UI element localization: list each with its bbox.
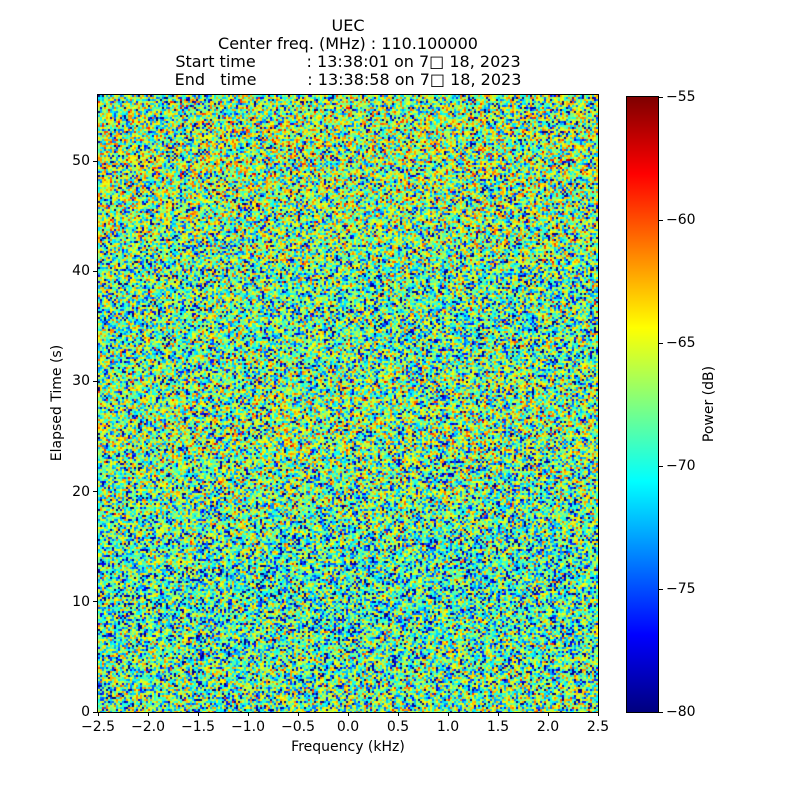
y-tick-mark — [93, 601, 97, 603]
x-tick-mark — [447, 712, 449, 716]
x-tick-label: 0.5 — [386, 719, 410, 735]
y-tick-mark — [93, 160, 97, 162]
colorbar-gradient — [627, 97, 658, 712]
y-tick-label: 30 — [72, 373, 90, 390]
x-tick-mark — [247, 712, 249, 716]
x-tick-label: 2.0 — [536, 719, 560, 735]
annotation-start-time: Start time : 13:38:01 on 7□ 18, 2023 — [175, 52, 521, 71]
x-tick-mark — [97, 712, 99, 716]
title-block: UEC Center freq. (MHz) : 110.100000 Star… — [98, 17, 598, 89]
x-tick-mark — [297, 712, 299, 716]
y-tick-label: 20 — [72, 483, 90, 500]
x-tick-label: 1.0 — [436, 719, 460, 735]
x-tick-label: 1.5 — [486, 719, 510, 735]
colorbar-tick-label: −70 — [666, 458, 696, 474]
plot-area — [97, 94, 599, 713]
colorbar-tick-label: −65 — [666, 335, 696, 351]
y-tick-label: 0 — [81, 704, 90, 720]
colorbar-tick-mark — [659, 711, 663, 713]
colorbar-tick-mark — [659, 588, 663, 590]
y-tick-mark — [93, 380, 97, 382]
x-tick-mark — [347, 712, 349, 716]
y-tick-mark — [93, 270, 97, 272]
y-tick-label: 50 — [72, 153, 90, 170]
colorbar — [626, 96, 659, 713]
x-tick-label: −2.0 — [131, 719, 165, 735]
colorbar-tick-label: −80 — [666, 704, 696, 720]
x-tick-label: −0.5 — [281, 719, 315, 735]
colorbar-tick-mark — [659, 342, 663, 344]
x-tick-mark — [597, 712, 599, 716]
x-tick-label: −2.5 — [81, 719, 115, 735]
y-tick-mark — [93, 491, 97, 493]
colorbar-tick-mark — [659, 465, 663, 467]
x-tick-mark — [547, 712, 549, 716]
colorbar-tick-label: −60 — [666, 212, 696, 228]
y-tick-label: 10 — [72, 593, 90, 610]
colorbar-tick-mark — [659, 96, 663, 98]
x-tick-mark — [397, 712, 399, 716]
x-tick-mark — [497, 712, 499, 716]
x-tick-label: −1.0 — [231, 719, 265, 735]
colorbar-tick-label: −75 — [666, 581, 696, 597]
colorbar-tick-mark — [659, 219, 663, 221]
spectrogram-heatmap — [98, 95, 598, 712]
y-axis-label: Elapsed Time (s) — [49, 344, 65, 462]
x-tick-label: 2.5 — [586, 719, 610, 735]
colorbar-axis-label: Power (dB) — [701, 365, 717, 443]
colorbar-tick-label: −55 — [666, 89, 696, 105]
y-tick-mark — [93, 711, 97, 713]
figure-title: UEC — [331, 16, 365, 35]
x-axis-label: Frequency (kHz) — [291, 739, 405, 755]
annotation-center-freq: Center freq. (MHz) : 110.100000 — [218, 34, 478, 53]
x-tick-label: 0.0 — [336, 719, 360, 735]
x-tick-mark — [197, 712, 199, 716]
x-tick-label: −1.5 — [181, 719, 215, 735]
y-tick-label: 40 — [72, 263, 90, 280]
annotation-end-time: End time : 13:38:58 on 7□ 18, 2023 — [174, 70, 522, 89]
x-tick-mark — [147, 712, 149, 716]
